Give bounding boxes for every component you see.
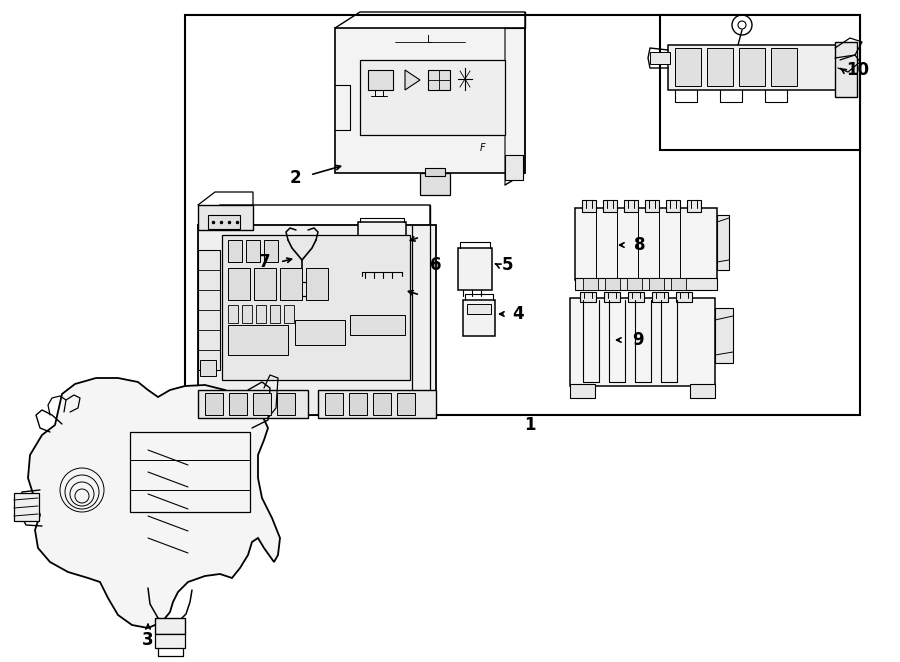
Bar: [155, 634, 185, 648]
Bar: [627, 278, 642, 290]
Bar: [687, 200, 701, 212]
Bar: [671, 278, 686, 290]
Bar: [668, 45, 838, 90]
Bar: [605, 278, 620, 290]
Text: 8: 8: [634, 236, 646, 254]
Text: 7: 7: [259, 253, 271, 271]
Bar: [666, 200, 680, 212]
Bar: [306, 268, 328, 300]
Bar: [198, 205, 253, 230]
Bar: [253, 393, 271, 415]
Bar: [246, 240, 260, 262]
Bar: [358, 222, 406, 272]
Bar: [690, 384, 715, 398]
Bar: [463, 300, 495, 336]
Text: 4: 4: [512, 305, 524, 323]
Bar: [583, 278, 598, 290]
Bar: [277, 393, 295, 415]
Bar: [603, 200, 617, 212]
Text: 6: 6: [430, 256, 442, 274]
Bar: [739, 48, 765, 86]
Bar: [650, 52, 670, 64]
Bar: [676, 292, 692, 302]
Bar: [582, 200, 596, 212]
Bar: [715, 308, 733, 363]
Bar: [717, 215, 729, 270]
Text: 10: 10: [847, 61, 869, 79]
Bar: [228, 325, 288, 355]
Bar: [205, 393, 223, 415]
Bar: [296, 282, 308, 296]
Bar: [222, 235, 410, 380]
Bar: [368, 70, 393, 90]
Bar: [155, 618, 185, 634]
Bar: [570, 384, 595, 398]
Bar: [652, 292, 668, 302]
Bar: [628, 292, 644, 302]
Bar: [649, 278, 664, 290]
Bar: [318, 390, 436, 418]
Bar: [580, 292, 596, 302]
Bar: [675, 48, 701, 86]
Bar: [198, 250, 220, 370]
Bar: [349, 393, 367, 415]
Text: 2: 2: [289, 169, 301, 187]
Bar: [229, 393, 247, 415]
Bar: [198, 225, 436, 415]
Bar: [570, 298, 715, 386]
Bar: [420, 173, 450, 195]
Bar: [208, 215, 240, 229]
Bar: [575, 278, 717, 290]
Bar: [397, 393, 415, 415]
Bar: [360, 276, 404, 321]
Bar: [360, 60, 505, 135]
Bar: [198, 390, 308, 418]
Bar: [325, 393, 343, 415]
Polygon shape: [405, 70, 420, 90]
Polygon shape: [28, 378, 280, 628]
Bar: [228, 305, 238, 323]
Bar: [350, 315, 405, 335]
Bar: [373, 393, 391, 415]
Text: 3: 3: [142, 631, 154, 649]
Bar: [295, 320, 345, 345]
Bar: [458, 248, 492, 290]
Text: 5: 5: [501, 256, 513, 274]
Bar: [130, 432, 250, 512]
Bar: [645, 200, 659, 212]
Bar: [185, 15, 860, 415]
Bar: [771, 48, 797, 86]
Bar: [264, 240, 278, 262]
Bar: [280, 268, 302, 300]
Bar: [284, 305, 294, 323]
Bar: [14, 493, 39, 521]
Bar: [575, 208, 717, 280]
Text: F: F: [481, 143, 486, 153]
Bar: [467, 304, 491, 314]
Bar: [335, 28, 525, 173]
Bar: [604, 292, 620, 302]
Text: 1: 1: [524, 416, 536, 434]
Bar: [200, 360, 216, 376]
Bar: [270, 305, 280, 323]
Bar: [228, 268, 250, 300]
Bar: [624, 200, 638, 212]
Bar: [505, 155, 523, 180]
Bar: [425, 168, 445, 176]
Bar: [256, 305, 266, 323]
Text: L: L: [428, 35, 433, 45]
Bar: [254, 268, 276, 300]
Text: 9: 9: [632, 331, 644, 349]
Bar: [835, 42, 857, 97]
Bar: [660, 15, 860, 150]
Bar: [228, 240, 242, 262]
Bar: [707, 48, 733, 86]
Bar: [428, 70, 450, 90]
Bar: [242, 305, 252, 323]
